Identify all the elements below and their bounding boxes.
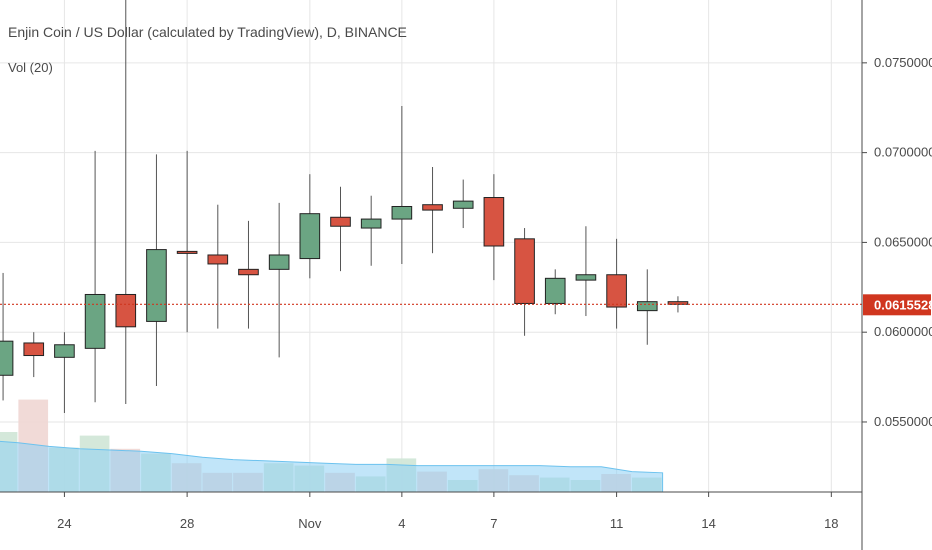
candle-body: [452, 200, 474, 209]
candle: [452, 179, 474, 229]
candle: [268, 202, 290, 358]
x-tick-label: 11: [610, 516, 624, 531]
candle: [330, 186, 351, 272]
x-tick-label: 7: [490, 516, 497, 531]
x-tick-label: 4: [398, 516, 405, 531]
volume-indicator-label[interactable]: Vol (20): [8, 60, 53, 75]
candle: [299, 174, 321, 279]
candle: [115, 0, 137, 405]
candle-body: [146, 249, 167, 322]
candle-body: [238, 268, 259, 276]
candle-body: [360, 218, 382, 229]
candle-body: [268, 254, 290, 270]
candle-body: [422, 204, 443, 211]
candle: [636, 269, 658, 345]
candle: [84, 150, 106, 403]
candle-body: [54, 344, 75, 358]
candle-body: [207, 254, 229, 265]
y-tick-label: 0.0700000: [874, 145, 932, 160]
symbol-title[interactable]: Enjin Coin / US Dollar (calculated by Tr…: [8, 24, 407, 40]
y-tick-label: 0.0550000: [874, 414, 932, 429]
candle: [207, 204, 229, 329]
y-axis-ticks: 0.0750000 0.0700000 0.0650000 0.0600000 0.05…: [862, 55, 932, 429]
current-price-tag: 0.0615528: [863, 294, 932, 316]
candle: [606, 238, 627, 329]
candle: [391, 105, 413, 264]
x-tick-label: 18: [824, 516, 838, 531]
candle-body: [299, 213, 321, 260]
candle-body: [606, 274, 627, 308]
candle-body: [330, 216, 351, 227]
candle: [23, 332, 45, 378]
candle: [238, 220, 259, 329]
volume-pane: [0, 399, 664, 493]
x-tick-label: Nov: [298, 516, 322, 531]
candle-body: [176, 250, 198, 254]
candle-body: [84, 293, 106, 349]
candle-body: [575, 274, 597, 281]
volume-moving-average-area: [0, 440, 664, 493]
price-tag-background: [863, 294, 931, 316]
candle: [54, 332, 75, 413]
candle: [176, 150, 198, 333]
y-tick-label: 0.0750000: [874, 55, 932, 70]
y-tick-label: 0.0650000: [874, 234, 932, 249]
candle: [0, 272, 14, 401]
candle-body: [636, 301, 658, 312]
candle: [146, 154, 167, 387]
x-tick-label: 14: [701, 516, 715, 531]
axes: [0, 0, 863, 550]
candle: [422, 166, 443, 254]
y-tick-label: 0.0600000: [874, 324, 932, 339]
candle-body: [23, 342, 45, 357]
candle-body: [0, 340, 14, 376]
price-tag: 0.0615528: [863, 294, 932, 316]
candle-body: [115, 293, 137, 328]
x-tick-label: 24: [57, 516, 71, 531]
x-axis-ticks: 24 28 Nov 4 7 11 14 18: [57, 492, 839, 531]
candle-body: [391, 205, 413, 220]
candle: [544, 269, 566, 315]
x-tick-label: 28: [180, 516, 194, 531]
candle-body: [544, 277, 566, 304]
candle-body: [483, 197, 505, 247]
candle: [483, 174, 505, 281]
candle: [360, 195, 382, 266]
candle: [575, 226, 597, 317]
candle: [514, 228, 535, 336]
candles: [0, 0, 689, 413]
price-tag-label: 0.0615528: [874, 297, 932, 312]
candle-body: [514, 238, 535, 304]
